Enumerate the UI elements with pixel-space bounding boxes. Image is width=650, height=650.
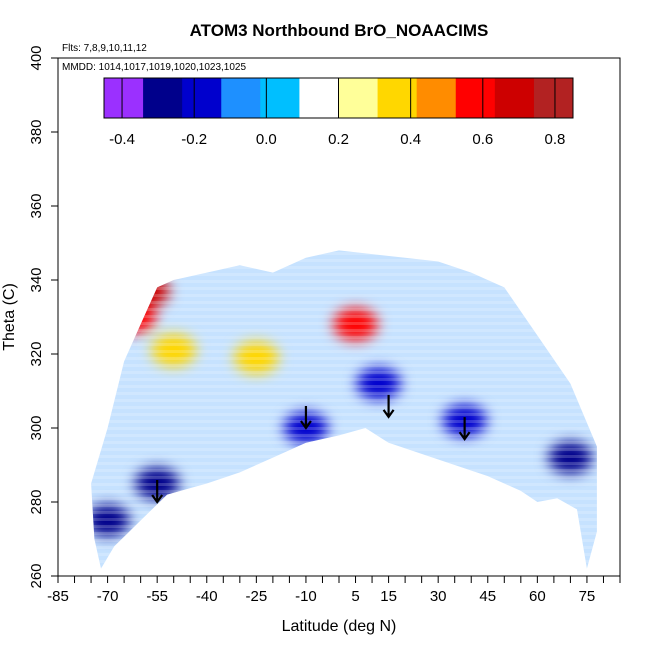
arrow-markers <box>151 394 471 504</box>
y-tick-label: 400 <box>28 45 45 70</box>
y-tick-label: 340 <box>28 267 45 292</box>
y-axis-label: Theta (C) <box>1 283 18 351</box>
arrow-marker <box>458 417 471 441</box>
colorbar-tick-label: 0.6 <box>472 131 493 148</box>
colorbar-tick-label: 0.0 <box>256 131 277 148</box>
y-tick-label: 360 <box>28 193 45 218</box>
x-tick-label: -85 <box>47 588 69 605</box>
colorbar-segment <box>260 78 300 118</box>
flights-annotation: Flts: 7,8,9,10,11,12 <box>62 43 147 54</box>
colorbar-tick-label: 0.4 <box>400 131 421 148</box>
chart-title: ATOM3 Northbound BrO_NOAACIMS <box>190 21 489 40</box>
x-axis-label: Latitude (deg N) <box>282 618 397 635</box>
x-tick-label: -25 <box>246 588 268 605</box>
colorbar-segment <box>338 78 379 118</box>
y-tick-label: 280 <box>28 489 45 514</box>
colorbar-segment <box>221 78 261 118</box>
y-tick-label: 300 <box>28 415 45 440</box>
colorbar-tick-label: -0.2 <box>181 131 207 148</box>
colorbar-tick-label: 0.8 <box>545 131 566 148</box>
y-tick-label: 320 <box>28 341 45 366</box>
colorbar-segment <box>182 78 222 118</box>
colorbar-segment <box>533 78 574 118</box>
x-tick-label: -55 <box>146 588 168 605</box>
x-tick-label: 60 <box>529 588 546 605</box>
x-tick-label: -70 <box>97 588 119 605</box>
x-tick-label: 15 <box>380 588 397 605</box>
y-axis: 260 280 300 320 340 360 380 400 <box>28 45 58 589</box>
colorbar-segment <box>299 78 339 118</box>
colorbar-tick-label: 0.2 <box>328 131 349 148</box>
y-tick-label: 380 <box>28 119 45 144</box>
dates-annotation: MMDD: 1014,1017,1019,1020,1023,1025 <box>62 62 246 73</box>
colorbar-segment <box>494 78 535 118</box>
x-tick-label: 30 <box>430 588 447 605</box>
x-tick-label: -10 <box>295 588 317 605</box>
colorbar-tick-label: -0.4 <box>109 131 135 148</box>
colorbar-segment <box>143 78 183 118</box>
colorbar <box>103 77 574 119</box>
x-tick-label: 45 <box>479 588 496 605</box>
colorbar-segment <box>455 78 496 118</box>
colorbar-segment <box>416 78 457 118</box>
arrow-marker <box>382 394 395 419</box>
x-tick-label: 75 <box>579 588 596 605</box>
x-tick-label: 5 <box>351 588 359 605</box>
colorbar-tick-labels: -0.4 -0.2 0.0 0.2 0.4 0.6 0.8 <box>109 131 565 148</box>
arrow-marker <box>300 406 312 430</box>
x-axis: -85 -70 -55 -40 -25 -10 5 15 30 45 60 75 <box>47 576 621 605</box>
colorbar-segment <box>104 78 144 118</box>
x-tick-label: -40 <box>196 588 218 605</box>
y-tick-label: 260 <box>28 563 45 588</box>
colorbar-segment <box>377 78 418 118</box>
arrow-marker <box>151 480 164 504</box>
